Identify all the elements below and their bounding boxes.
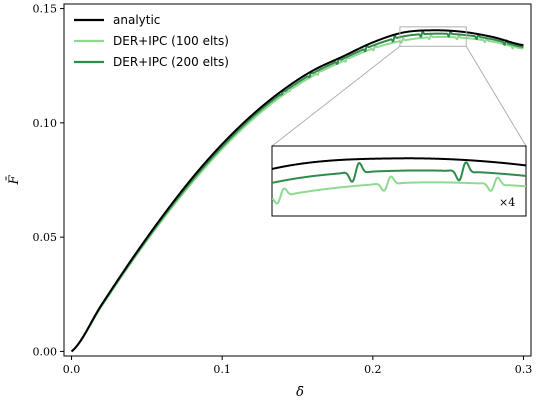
y-tick-label: 0.10 bbox=[33, 117, 58, 130]
legend: analytic DER+IPC (100 elts) DER+IPC (200… bbox=[74, 13, 229, 69]
x-tick-label: 0.1 bbox=[213, 363, 231, 376]
zoom-region-box bbox=[399, 26, 467, 47]
x-tick-label: 0.2 bbox=[364, 363, 382, 376]
x-tick-label: 0.0 bbox=[63, 363, 81, 376]
y-axis-label: F̄ bbox=[6, 175, 22, 186]
inset-series-line bbox=[272, 175, 526, 205]
y-tick-label: 0.15 bbox=[33, 3, 58, 16]
zoom-connector-left bbox=[271, 45, 401, 147]
x-axis-label: δ̄ bbox=[296, 385, 304, 400]
series-line bbox=[70, 29, 524, 353]
x-tick-label: 0.3 bbox=[515, 363, 533, 376]
legend-label-analytic: analytic bbox=[113, 13, 160, 27]
y-tick-label: 0.05 bbox=[33, 231, 58, 244]
y-tick-label: 0.00 bbox=[33, 345, 58, 358]
zoom-connector-right bbox=[465, 46, 527, 147]
inset-series-line bbox=[272, 161, 526, 184]
legend-label-der-ipc-100: DER+IPC (100 elts) bbox=[113, 34, 229, 48]
inset-magnification-label: ×4 bbox=[499, 196, 515, 209]
inset-axes: ×4 bbox=[271, 145, 527, 217]
inset-background bbox=[271, 145, 527, 217]
legend-label-der-ipc-200: DER+IPC (200 elts) bbox=[113, 55, 229, 69]
plot-frame bbox=[63, 3, 532, 357]
zoom-indicator bbox=[271, 26, 527, 147]
inset-series-line bbox=[272, 157, 526, 170]
